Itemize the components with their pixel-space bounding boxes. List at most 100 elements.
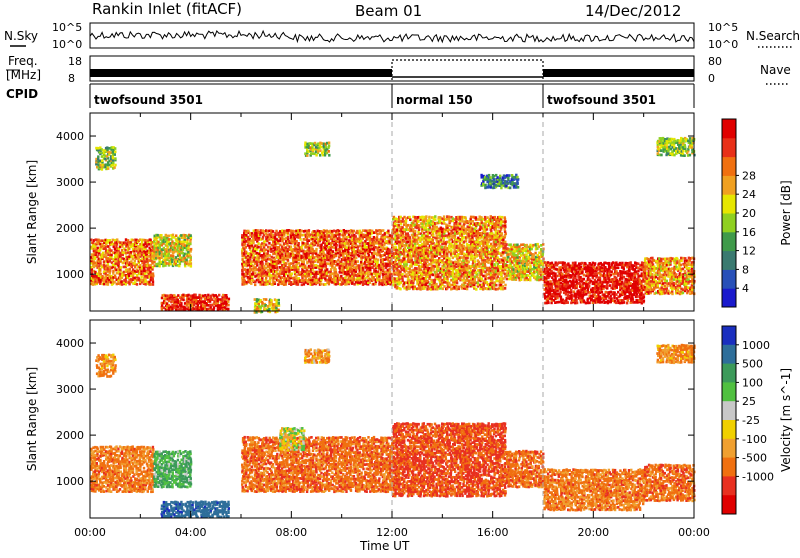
noise-left-tick-top: 10^5	[52, 21, 82, 34]
data-cell	[452, 256, 454, 259]
data-cell	[468, 279, 470, 282]
data-cell	[270, 299, 272, 302]
data-cell	[254, 275, 256, 278]
data-cell	[119, 246, 121, 249]
data-cell	[358, 267, 360, 270]
noise-panel-frame	[90, 23, 694, 48]
data-cell	[261, 301, 263, 304]
data-cell	[502, 288, 504, 291]
data-cell	[285, 262, 287, 265]
data-cell	[338, 236, 340, 239]
data-cell	[434, 215, 436, 218]
data-cell	[442, 240, 444, 243]
data-cell	[114, 275, 116, 278]
data-cell	[184, 306, 186, 309]
data-cell	[329, 275, 331, 278]
data-cell	[211, 298, 213, 301]
data-cell	[465, 239, 467, 242]
data-cell	[308, 234, 310, 237]
data-cell	[430, 279, 432, 282]
data-cell	[247, 276, 249, 279]
data-cell	[91, 271, 93, 274]
data-cell	[457, 253, 459, 256]
data-cell	[460, 275, 462, 278]
data-cell	[278, 299, 280, 302]
data-cell	[132, 258, 134, 261]
data-cell	[468, 261, 470, 264]
data-cell	[434, 265, 436, 268]
data-cell	[267, 252, 269, 255]
data-cell	[441, 246, 443, 249]
data-cell	[462, 259, 464, 262]
data-cell	[92, 275, 94, 278]
data-cell	[502, 251, 504, 254]
data-cell	[286, 244, 288, 247]
data-cell	[119, 273, 121, 276]
data-cell	[427, 255, 429, 258]
data-cell	[339, 250, 341, 253]
data-cell	[281, 264, 283, 267]
data-cell	[268, 308, 270, 311]
data-cell	[266, 234, 268, 237]
data-cell	[114, 164, 116, 167]
data-cell	[399, 220, 401, 223]
data-cell	[320, 230, 322, 233]
data-cell	[473, 282, 475, 285]
data-cell	[264, 308, 266, 311]
data-cell	[421, 216, 423, 219]
data-cell	[459, 249, 461, 252]
data-cell	[455, 285, 457, 288]
data-cell	[274, 246, 276, 249]
data-cell	[110, 254, 112, 257]
data-cell	[491, 265, 493, 268]
data-cell	[104, 247, 106, 250]
data-cell	[520, 244, 522, 247]
data-cell	[272, 230, 274, 233]
data-cell	[180, 234, 182, 237]
data-cell	[142, 264, 144, 267]
freq-block	[90, 69, 392, 77]
data-cell	[504, 230, 506, 233]
data-cell	[190, 259, 192, 262]
data-cell	[190, 234, 192, 237]
data-cell	[448, 224, 450, 227]
data-cell	[468, 244, 470, 247]
data-cell	[369, 251, 371, 254]
data-cell	[452, 217, 454, 220]
data-cell	[308, 229, 310, 232]
date-label: 14/Dec/2012	[585, 2, 681, 20]
data-cell	[254, 298, 256, 301]
data-cell	[243, 240, 245, 243]
data-cell	[428, 236, 430, 239]
data-cell	[480, 242, 482, 245]
data-cell	[278, 246, 280, 249]
data-cell	[128, 275, 130, 278]
data-cell	[450, 232, 452, 235]
noise-right-tick-top: 10^5	[708, 21, 738, 34]
data-cell	[271, 256, 273, 259]
data-cell	[472, 220, 474, 223]
data-cell	[475, 216, 477, 219]
data-cell	[461, 216, 463, 219]
data-cell	[439, 272, 441, 275]
data-cell	[297, 268, 299, 271]
data-cell	[469, 247, 471, 250]
data-cell	[243, 275, 245, 278]
data-cell	[250, 282, 252, 285]
data-cell	[97, 247, 99, 250]
data-cell	[160, 237, 162, 240]
data-cell	[190, 265, 192, 268]
data-cell	[112, 251, 114, 254]
data-cell	[523, 260, 525, 263]
data-cell	[374, 272, 376, 275]
data-cell	[475, 288, 477, 291]
data-cell	[254, 272, 256, 275]
data-cell	[389, 234, 391, 237]
data-cell	[411, 249, 413, 252]
data-cell	[339, 271, 341, 274]
data-cell	[356, 240, 358, 243]
data-cell	[523, 275, 525, 278]
data-cell	[335, 242, 337, 245]
data-cell	[136, 283, 138, 286]
